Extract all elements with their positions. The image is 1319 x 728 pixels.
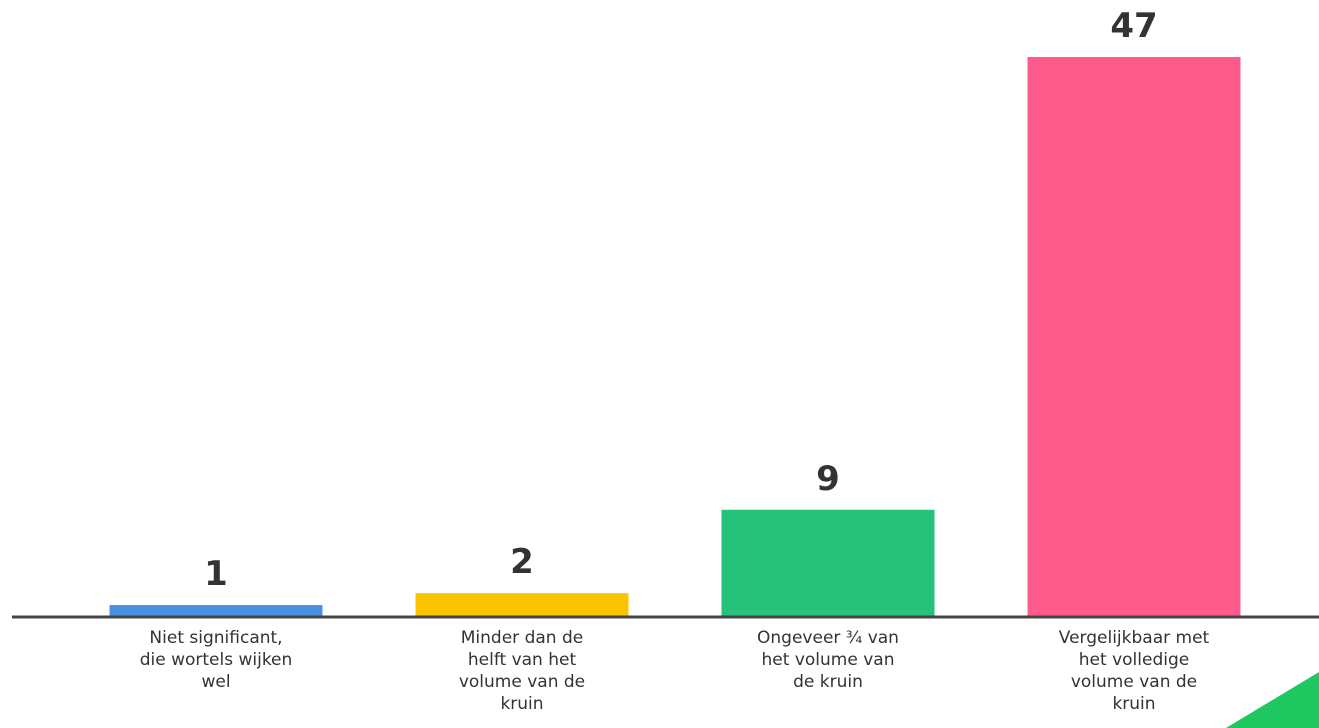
category-label-1: Niet significant, die wortels wijken wel bbox=[140, 628, 293, 692]
category-label-line: volume van de bbox=[459, 672, 585, 692]
category-label-line: Niet significant, bbox=[149, 628, 282, 648]
category-label-line: wel bbox=[201, 672, 230, 692]
category-label-line: helft van het bbox=[468, 650, 577, 670]
category-label-line: kruin bbox=[500, 694, 543, 714]
category-label-4: Vergelijkbaar met het volledige volume van… bbox=[1059, 628, 1210, 714]
bar-value-label-3: 9 bbox=[816, 459, 840, 499]
category-label-line: Ongeveer ¾ van bbox=[757, 628, 899, 648]
category-label-line: die wortels wijken bbox=[140, 650, 293, 670]
category-label-line: volume van de bbox=[1071, 672, 1197, 692]
bar-2 bbox=[415, 593, 629, 617]
bar-value-label-4: 47 bbox=[1110, 6, 1157, 46]
category-label-line: Vergelijkbaar met bbox=[1059, 628, 1210, 648]
bar-3 bbox=[721, 509, 935, 617]
corner-decoration-shape bbox=[1226, 672, 1319, 728]
bar-value-label-2: 2 bbox=[510, 542, 534, 582]
category-label-line: de kruin bbox=[793, 672, 863, 692]
category-label-line: kruin bbox=[1112, 694, 1155, 714]
bar-1 bbox=[109, 605, 323, 617]
bar-4 bbox=[1027, 57, 1241, 617]
value-labels-group: 1 2 9 47 bbox=[204, 6, 1158, 594]
category-label-2: Minder dan de helft van het volume van de k… bbox=[459, 628, 585, 714]
category-label-line: het volume van bbox=[762, 650, 895, 670]
category-label-line: het volledige bbox=[1079, 650, 1189, 670]
bar-value-label-1: 1 bbox=[204, 554, 228, 594]
category-label-3: Ongeveer ¾ van het volume van de kruin bbox=[757, 628, 899, 692]
category-labels-group: Niet significant, die wortels wijken wel Mi… bbox=[140, 628, 1210, 714]
category-label-line: Minder dan de bbox=[461, 628, 583, 648]
bars-group bbox=[109, 57, 1241, 617]
